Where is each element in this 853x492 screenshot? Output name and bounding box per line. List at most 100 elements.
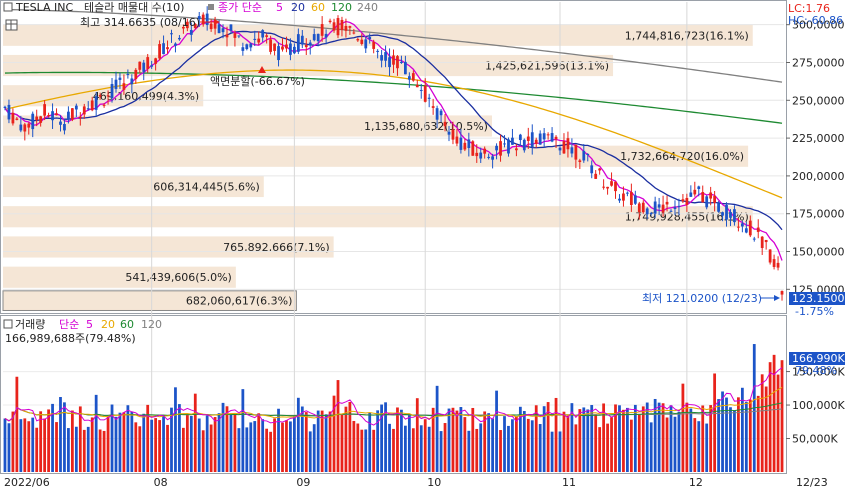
volume-bar [733,410,736,472]
profile-label: 765,892,666(7.1%) [223,241,330,254]
volume-bar [261,419,265,472]
candle-body [356,39,360,41]
volume-bar [582,407,586,472]
x-tick-label: 12 [689,476,703,489]
candle-body [463,142,467,150]
volume-bar [217,413,221,472]
volume-bar [586,409,590,472]
candle-body [35,116,39,121]
volume-bar [265,428,269,472]
volume-bar [419,425,423,472]
volume-bar [669,405,673,472]
volume-bar [114,416,118,472]
candle-body [19,124,23,131]
ticker-label: TESLA INC [15,1,74,14]
candle-body [689,192,693,197]
volume-bar [554,397,558,472]
volume-bar [273,418,276,472]
volume-bar [487,413,491,472]
candle-body [764,239,768,243]
price-tick-label: 175,0000 [792,208,845,221]
volume-bar [376,410,380,472]
candle-body [293,46,296,54]
profile-label: 1,425,621,596(13.1%) [485,60,609,73]
volume-bar [245,427,249,472]
volume-bar [526,418,530,472]
volume-bar [170,407,173,472]
candle-body [491,156,494,160]
candle-body [241,47,245,51]
volume-bar [776,374,780,472]
candle-body [51,111,54,121]
candle-body [415,84,419,88]
volume-bar [411,428,415,472]
candle-body [134,69,138,80]
profile-label: 1,732,664,720(16.0%) [620,150,744,163]
volume-bar [142,413,146,472]
candle-body [118,77,122,80]
profile-band [3,145,749,167]
volume-tick-label: 50,000K [792,433,838,446]
volume-menu-icon[interactable] [3,319,13,329]
candle-body [217,24,221,34]
candle-body [316,33,320,42]
candle-body [499,141,502,156]
volume-bar [713,373,717,472]
candle-body [158,44,161,59]
candle-body [388,57,391,68]
price-tick-label: 225,0000 [792,132,845,145]
volume-bar [475,428,479,472]
volume-bar [47,409,50,472]
profile-label: 606,314,445(5.6%) [153,180,260,193]
grid: 300,0000 275,0000 250,0000 225,0000 200,0000… [3,2,845,489]
volume-bar [701,405,705,472]
candle-body [538,133,542,145]
volume-bar [304,412,308,472]
volume-bar [364,429,368,472]
volume-bar [780,360,784,472]
volume-bar [439,431,443,472]
chart-menu-icon[interactable] [3,2,13,12]
volume-bar [241,389,245,472]
volume-bar [518,406,522,472]
volume-bar [435,385,439,472]
volume-bar [459,407,463,472]
volume-bar [221,402,225,472]
candle-body [641,202,645,213]
price-tag-change: -1.75% [795,305,834,318]
candle-body [122,83,126,90]
volume-bar [193,393,197,472]
candle-body [352,32,356,34]
candle-body [554,136,558,140]
candle-body [701,192,705,203]
volume-bar [653,398,657,472]
volume-bar [320,410,324,472]
volume-bar [614,404,617,472]
volume-bar [665,417,669,472]
volume-bar [308,431,312,472]
volume-bar [737,397,740,472]
volume-bar [740,387,744,472]
volume-bar [388,423,391,472]
volume-bar [31,417,35,472]
volume-bar [681,383,685,472]
candle-body [598,168,602,171]
candle-body [633,195,637,204]
candle-body [522,139,526,151]
volume-bar [396,407,399,472]
candle-body [376,50,380,52]
candle-body [594,173,598,179]
volume-bar [693,418,697,472]
volume-bar [697,421,701,472]
candle-body [31,113,35,130]
low-annotation: 최저 121.0200 (12/23) [642,292,762,305]
volume-bar [166,424,169,472]
volume-legend: 거래량 단순 5 20 60 120 166,989,688주(79.48%) [3,318,162,345]
candlesticks [3,6,784,301]
profile-label: 682,060,617(6.3%) [186,295,293,308]
candle-body [518,134,522,141]
volume-bar [178,404,181,472]
candle-body [114,79,118,89]
volume-bar [594,414,598,472]
candle-body [431,106,435,108]
